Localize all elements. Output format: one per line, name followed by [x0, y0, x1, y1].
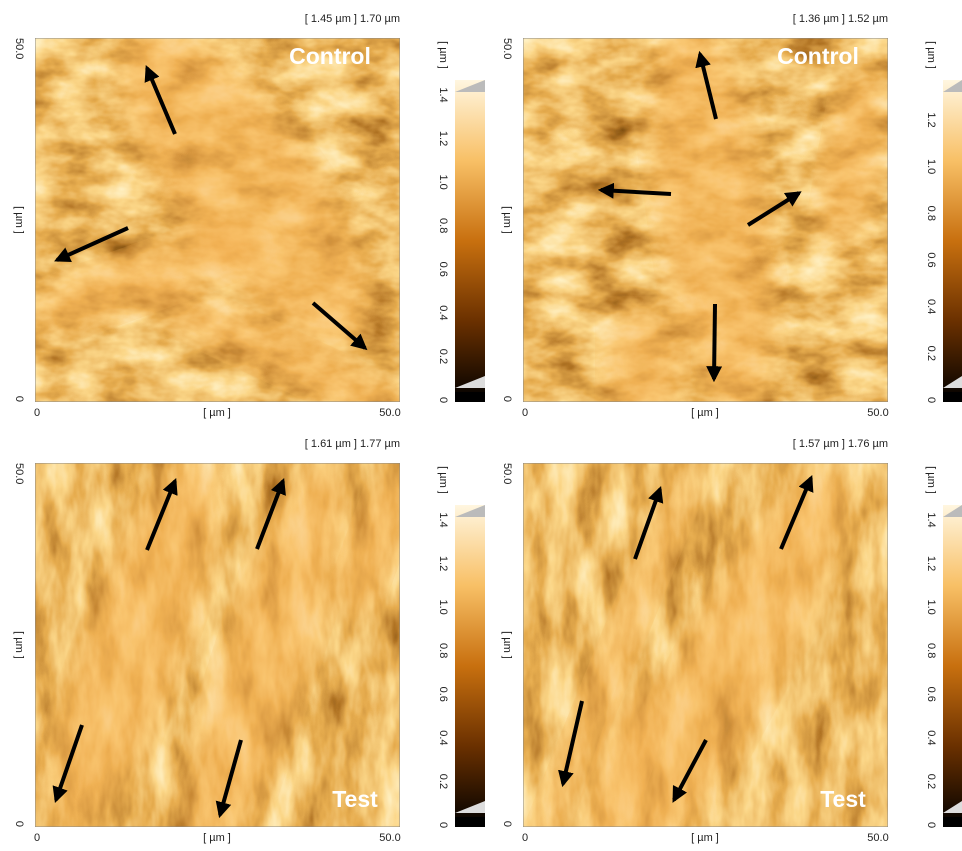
x-axis-left: 0: [522, 407, 528, 419]
y-axis-unit: [ µm ]: [501, 631, 513, 659]
panel: Control [ 1.45 µm ] 1.70 µm 50.0 [ µm ] 0 0 [ …: [13, 0, 485, 448]
colorbar-tick-label: 0.6: [437, 687, 449, 702]
x-axis-unit: [ µm ]: [691, 832, 719, 844]
colorbar-unit: [ µm ]: [925, 466, 937, 494]
x-axis-left: 0: [522, 832, 528, 844]
colorbar-tick-label: 1.0: [925, 599, 937, 614]
colorbar-floor: [455, 817, 485, 827]
y-axis-bottom: 0: [13, 821, 25, 827]
colorbar-tick-label: 0.2: [437, 349, 449, 364]
colorbar-tick-label: 0.4: [437, 305, 449, 320]
y-axis-unit: [ µm ]: [13, 206, 25, 234]
colorbar-tick-label: 1.0: [437, 599, 449, 614]
colorbar-unit: [ µm ]: [437, 41, 449, 69]
colorbar-tick-label: 0.2: [925, 774, 937, 789]
header: [ 1.57 µm ] 1.76 µm: [793, 438, 888, 450]
y-axis-top: 50.0: [13, 463, 25, 484]
y-axis-bottom: 0: [501, 821, 513, 827]
y-axis-unit: [ µm ]: [501, 206, 513, 234]
x-axis-unit: [ µm ]: [203, 407, 231, 419]
colorbar-tick-label: 0.6: [925, 252, 937, 267]
arrow: [714, 304, 715, 379]
colorbar-tick-label: 0.2: [437, 774, 449, 789]
figure: Control [ 1.45 µm ] 1.70 µm 50.0 [ µm ] 0 0 [ …: [0, 0, 962, 851]
panel: Test [ 1.61 µm ] 1.77 µm 50.0 [ µm ] 0 0 [ µm …: [13, 438, 485, 851]
panel-label: Test: [820, 786, 866, 812]
afm-image: [22, 0, 441, 448]
colorbar-tick-label: 0.4: [437, 730, 449, 745]
colorbar-tick-label: 0.8: [437, 218, 449, 233]
afm-image: [523, 12, 898, 428]
header: [ 1.61 µm ] 1.77 µm: [305, 438, 400, 450]
y-axis-top: 50.0: [501, 463, 513, 484]
colorbar: [455, 505, 485, 827]
colorbar-tick-label: 0.2: [925, 346, 937, 361]
x-axis-left: 0: [34, 832, 40, 844]
x-axis-unit: [ µm ]: [203, 832, 231, 844]
panel-label: Control: [289, 43, 371, 69]
colorbar-unit: [ µm ]: [437, 466, 449, 494]
colorbar-tick-label: 0: [437, 822, 449, 828]
x-axis-right: 50.0: [379, 832, 400, 844]
colorbar-tick-label: 1.4: [925, 512, 937, 527]
colorbar-tick-label: 0.4: [925, 299, 937, 314]
x-axis-unit: [ µm ]: [691, 407, 719, 419]
panel-label: Control: [777, 43, 859, 69]
y-axis-bottom: 0: [13, 396, 25, 402]
bright-region: [603, 308, 683, 428]
y-axis-bottom: 0: [501, 396, 513, 402]
colorbar-tick-label: 0.8: [437, 643, 449, 658]
colorbar-unit: [ µm ]: [925, 41, 937, 69]
colorbar-tick-label: 1.0: [437, 174, 449, 189]
x-axis-left: 0: [34, 407, 40, 419]
x-axis-right: 50.0: [379, 407, 400, 419]
colorbar-floor: [943, 392, 962, 402]
colorbar-tick-label: 0: [925, 822, 937, 828]
colorbar-tick-label: 0.6: [437, 262, 449, 277]
colorbar-tick-label: 0.8: [925, 206, 937, 221]
header: [ 1.45 µm ] 1.70 µm: [305, 13, 400, 25]
panel: Test [ 1.57 µm ] 1.76 µm 50.0 [ µm ] 0 0 [ µm …: [501, 438, 962, 851]
colorbar-tick-label: 0.6: [925, 687, 937, 702]
colorbar-floor: [943, 817, 962, 827]
colorbar-tick-label: 0: [437, 397, 449, 403]
y-axis-unit: [ µm ]: [13, 631, 25, 659]
colorbar-tick-label: 1.2: [925, 112, 937, 127]
colorbar-floor: [455, 392, 485, 402]
colorbar: [943, 505, 962, 827]
colorbar-tick-label: 0: [925, 397, 937, 403]
colorbar-tick-label: 1.2: [437, 556, 449, 571]
colorbar-tick-label: 0.8: [925, 643, 937, 658]
header: [ 1.36 µm ] 1.52 µm: [793, 13, 888, 25]
colorbar-tick-label: 1.4: [437, 512, 449, 527]
colorbar: [943, 80, 962, 402]
colorbar-tick-label: 1.2: [437, 131, 449, 146]
colorbar-tick-label: 1.2: [925, 556, 937, 571]
x-axis-right: 50.0: [867, 832, 888, 844]
colorbar-tick-label: 1.4: [437, 87, 449, 102]
y-axis-top: 50.0: [501, 38, 513, 59]
panel-label: Test: [332, 786, 378, 812]
panel: Control [ 1.36 µm ] 1.52 µm 50.0 [ µm ] 0 0 [ …: [501, 12, 962, 428]
colorbar-tick-label: 0.4: [925, 730, 937, 745]
colorbar: [455, 80, 485, 402]
x-axis-right: 50.0: [867, 407, 888, 419]
colorbar-tick-label: 1.0: [925, 159, 937, 174]
y-axis-top: 50.0: [13, 38, 25, 59]
